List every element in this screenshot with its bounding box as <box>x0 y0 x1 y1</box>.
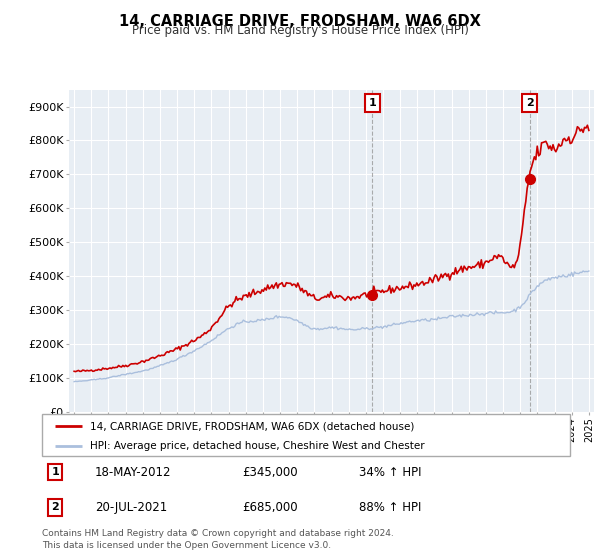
Text: 34% ↑ HPI: 34% ↑ HPI <box>359 465 421 479</box>
Text: 2: 2 <box>52 502 59 512</box>
Text: HPI: Average price, detached house, Cheshire West and Chester: HPI: Average price, detached house, Ches… <box>89 441 424 451</box>
Text: 14, CARRIAGE DRIVE, FRODSHAM, WA6 6DX: 14, CARRIAGE DRIVE, FRODSHAM, WA6 6DX <box>119 14 481 29</box>
Text: Price paid vs. HM Land Registry's House Price Index (HPI): Price paid vs. HM Land Registry's House … <box>131 24 469 37</box>
Text: 88% ↑ HPI: 88% ↑ HPI <box>359 501 421 514</box>
Text: 1: 1 <box>368 98 376 108</box>
Text: £345,000: £345,000 <box>242 465 298 479</box>
Text: Contains HM Land Registry data © Crown copyright and database right 2024.
This d: Contains HM Land Registry data © Crown c… <box>42 529 394 550</box>
Text: 2: 2 <box>526 98 533 108</box>
Text: 1: 1 <box>52 467 59 477</box>
Text: £685,000: £685,000 <box>242 501 298 514</box>
Text: 14, CARRIAGE DRIVE, FRODSHAM, WA6 6DX (detached house): 14, CARRIAGE DRIVE, FRODSHAM, WA6 6DX (d… <box>89 421 414 431</box>
Text: 18-MAY-2012: 18-MAY-2012 <box>95 465 172 479</box>
Text: 20-JUL-2021: 20-JUL-2021 <box>95 501 167 514</box>
